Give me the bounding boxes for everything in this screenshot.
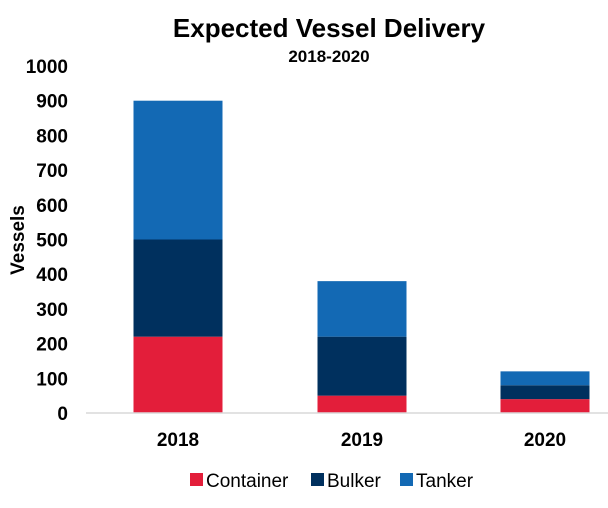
bar-bulker-2019 bbox=[317, 336, 407, 396]
legend-swatch-tanker bbox=[400, 473, 413, 486]
legend-swatch-bulker bbox=[311, 473, 324, 486]
legend-swatch-container bbox=[190, 473, 203, 486]
chart-subtitle: 2018-2020 bbox=[288, 47, 369, 66]
legend-label-bulker: Bulker bbox=[327, 471, 382, 492]
y-tick-label: 600 bbox=[36, 196, 68, 217]
x-tick-label: 2020 bbox=[524, 430, 566, 451]
y-tick-label: 500 bbox=[36, 231, 68, 252]
x-axis-ticks: 2018 2019 2020 bbox=[157, 430, 566, 451]
y-tick-label: 100 bbox=[36, 369, 68, 390]
bar-bulker-2018 bbox=[133, 239, 223, 337]
legend-label-container: Container bbox=[206, 471, 289, 492]
y-tick-label: 0 bbox=[57, 404, 68, 425]
bar-tanker-2018 bbox=[133, 100, 223, 240]
y-tick-label: 1000 bbox=[26, 57, 68, 78]
y-tick-label: 700 bbox=[36, 161, 68, 182]
y-tick-label: 200 bbox=[36, 335, 68, 356]
y-axis-label: Vessels bbox=[8, 205, 29, 275]
legend: Container Bulker Tanker bbox=[190, 471, 474, 492]
y-axis-ticks: 0 100 200 300 400 500 600 700 800 900 1000 bbox=[26, 57, 68, 425]
legend-label-tanker: Tanker bbox=[416, 471, 474, 492]
bar-container-2020 bbox=[500, 399, 590, 413]
x-tick-label: 2019 bbox=[341, 430, 383, 451]
bar-tanker-2019 bbox=[317, 281, 407, 337]
x-tick-label: 2018 bbox=[157, 430, 199, 451]
y-tick-label: 300 bbox=[36, 300, 68, 321]
chart-title: Expected Vessel Delivery bbox=[173, 13, 486, 43]
bar-container-2019 bbox=[317, 395, 407, 413]
y-tick-label: 800 bbox=[36, 126, 68, 147]
y-tick-label: 400 bbox=[36, 265, 68, 286]
y-tick-label: 900 bbox=[36, 92, 68, 113]
bars bbox=[133, 100, 590, 413]
bar-tanker-2020 bbox=[500, 371, 590, 386]
bar-container-2018 bbox=[133, 336, 223, 413]
bar-bulker-2020 bbox=[500, 385, 590, 400]
